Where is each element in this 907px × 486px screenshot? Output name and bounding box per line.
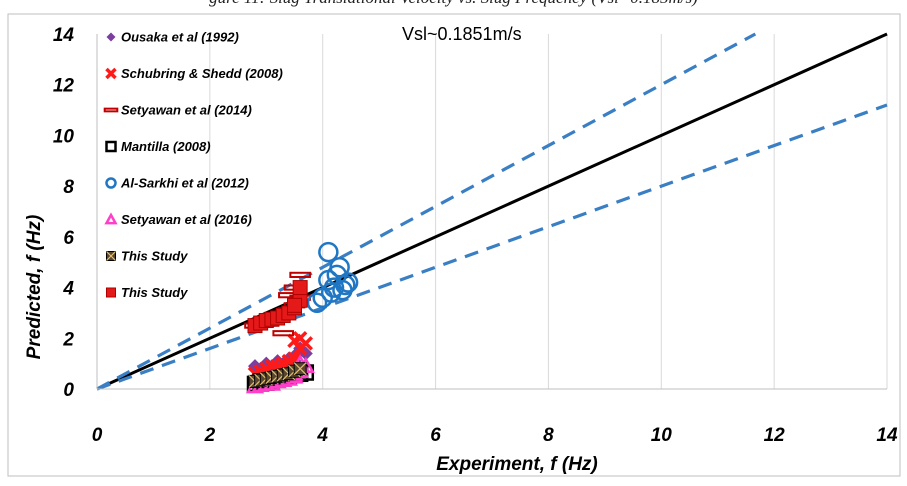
y-tick-label: 4 [62,279,74,300]
legend-label: Mantilla (2008) [121,139,211,154]
legend-label: Schubring & Shedd (2008) [121,66,283,81]
data-point [292,280,308,296]
x-tick-label: 6 [430,425,441,446]
x-tick-label: 4 [316,425,328,446]
legend-label: Setyawan et al (2016) [121,212,252,227]
x-tick-label: 8 [543,425,554,446]
legend-item-3: Setyawan et al (2014) [103,103,252,118]
legend-label: This Study [121,249,188,264]
y-tick-label: 0 [63,380,74,401]
legend-label: Ousaka et al (1992) [121,30,239,45]
data-point-hatch [293,362,307,376]
x-tick-label: 14 [876,425,898,446]
grid-lines [209,34,888,389]
legend-marker [105,177,117,189]
series-7 [248,362,307,388]
y-tick-label: 10 [53,126,75,147]
y-tick-label: 14 [53,25,75,46]
figure-caption: gure 11: Slug Translational Velocity vs.… [0,0,907,8]
data-point [323,277,345,298]
legend-item-7: This Study [106,249,188,264]
reference-line-3 [96,103,888,391]
legend-item-8: This Study [106,285,188,300]
chart-annotation: Vsl~0.1851m/s [402,24,522,44]
series-5 [306,241,359,314]
legend-marker-hatch [106,251,116,261]
x-tick-label: 12 [764,425,786,446]
legend-item-2: Schubring & Shedd (2008) [105,66,283,81]
legend-label: Setyawan et al (2014) [121,103,252,118]
reference-line-2 [96,32,757,391]
reference-lines [96,32,888,391]
series-8 [247,280,308,334]
legend-item-1: Ousaka et al (1992) [106,30,239,45]
axes [96,34,887,390]
y-tick-label: 8 [63,177,74,198]
data-point [337,272,359,293]
data-point [306,292,328,314]
chart-border [7,13,901,477]
legend-item-4: Mantilla (2008) [105,139,211,154]
legend-label: Al-Sarkhi et al (2012) [120,176,249,191]
legend-marker [103,107,119,113]
data-point [318,241,339,263]
legend-marker [104,212,118,225]
data-point [329,257,350,278]
y-tick-label: 12 [53,76,75,97]
y-axis-title: Predicted, f (Hz) [24,215,45,360]
data-point [287,297,302,313]
legend-item-5: Al-Sarkhi et al (2012) [105,176,249,191]
data-point [272,330,295,337]
data-point [287,333,302,349]
x-axis-title: Experiment, f (Hz) [436,454,598,475]
data-point [289,271,311,278]
x-tick-label: 2 [204,425,216,446]
legend-marker [105,67,117,80]
data-point [335,274,356,296]
reference-line-1 [96,32,888,391]
legend: Ousaka et al (1992) Schubring & Shedd (20… [103,30,283,300]
x-tick-label: 0 [92,425,103,446]
legend-item-6: Setyawan et al (2016) [104,212,252,227]
x-tick-label: 10 [651,425,673,446]
legend-marker [105,140,117,153]
legend-label: This Study [121,285,188,300]
legend-marker [106,32,116,42]
data-points [244,241,359,394]
y-tick-label: 6 [63,228,74,249]
legend-marker [106,287,116,298]
y-tick-label: 2 [62,329,74,350]
tick-labels: 0 2 4 6 8 10 12 14 0 2 4 6 8 10 12 14 [53,25,898,446]
